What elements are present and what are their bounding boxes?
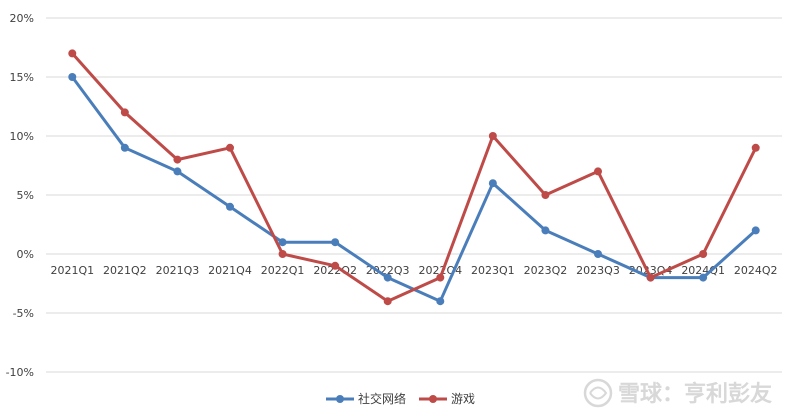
data-point: [173, 167, 182, 176]
data-point: [541, 191, 550, 199]
x-tick-label: 2023Q2: [524, 264, 568, 277]
data-point: [699, 250, 708, 258]
y-tick-label: 5%: [17, 189, 34, 202]
data-point: [173, 155, 182, 164]
y-tick-label: -10%: [6, 366, 34, 379]
y-tick-label: 10%: [10, 130, 34, 143]
data-point: [488, 179, 497, 188]
series-lines: [68, 49, 760, 306]
data-point: [331, 261, 340, 270]
data-point: [488, 132, 497, 140]
data-point: [120, 143, 129, 152]
x-tick-label: 2024Q2: [734, 264, 778, 277]
legend-marker-social: [336, 395, 344, 403]
data-point: [278, 238, 287, 247]
data-point: [383, 297, 392, 306]
data-point: [751, 226, 760, 235]
y-tick-label: 20%: [10, 12, 34, 25]
data-point: [226, 143, 234, 152]
legend-label-games: 游戏: [451, 392, 475, 406]
data-point: [699, 273, 708, 282]
x-tick-label: 2022Q3: [366, 264, 410, 277]
x-tick-label: 2023Q1: [471, 264, 515, 277]
y-axis: 20% 15% 10% 5% 0% -5% -10%: [6, 12, 34, 379]
data-point: [120, 108, 129, 117]
data-point: [436, 297, 445, 306]
data-point: [68, 49, 77, 58]
y-tick-label: -5%: [13, 307, 34, 320]
series-line: [70, 51, 758, 303]
legend-item-social: 社交网络: [326, 391, 406, 406]
grid-lines: [46, 17, 782, 373]
x-tick-label: 2021Q3: [156, 264, 200, 277]
legend-item-games: 游戏: [419, 392, 475, 406]
watermark: 雪球：亨利彭友: [583, 378, 772, 408]
data-point: [594, 250, 602, 258]
y-tick-label: 15%: [10, 71, 34, 84]
series-1: [68, 49, 760, 306]
x-tick-label: 2021Q1: [50, 264, 94, 277]
x-tick-label: 2023Q3: [576, 264, 620, 277]
data-point: [436, 273, 445, 282]
data-point: [541, 226, 550, 235]
legend-marker-games: [429, 395, 437, 403]
data-point: [594, 167, 602, 176]
x-axis: 2021Q1 2021Q2 2021Q3 2021Q4 2022Q1 2022Q2 2022…: [50, 264, 777, 277]
watermark-text: 雪球：亨利彭友: [618, 381, 772, 407]
x-tick-label: 2021Q4: [208, 264, 252, 277]
data-point: [226, 202, 234, 211]
data-point: [68, 73, 77, 81]
legend: 社交网络 游戏: [326, 391, 475, 406]
data-point: [751, 143, 760, 152]
x-tick-label: 2021Q2: [103, 264, 147, 277]
data-point: [383, 273, 392, 282]
data-point: [646, 273, 655, 282]
snowball-logo-icon: [583, 378, 613, 408]
x-tick-label: 2022Q1: [261, 264, 305, 277]
y-tick-label: 0%: [17, 248, 34, 261]
data-point: [278, 250, 287, 258]
legend-label-social: 社交网络: [358, 391, 406, 406]
data-point: [331, 238, 340, 247]
